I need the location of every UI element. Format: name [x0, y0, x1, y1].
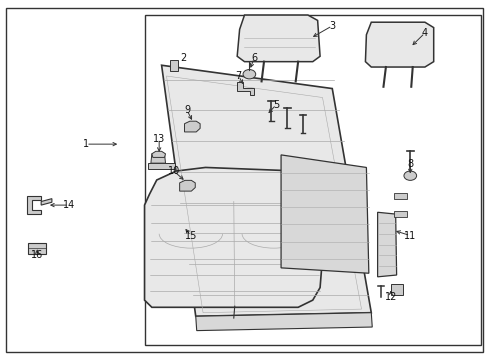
Bar — [393, 211, 406, 217]
Text: 5: 5 — [272, 100, 279, 110]
Text: 2: 2 — [180, 53, 186, 63]
Text: 8: 8 — [407, 159, 412, 169]
Polygon shape — [161, 65, 370, 316]
Text: 10: 10 — [167, 166, 180, 176]
Bar — [393, 193, 406, 199]
Polygon shape — [237, 15, 320, 62]
Polygon shape — [184, 121, 200, 132]
Circle shape — [243, 69, 255, 79]
Polygon shape — [179, 180, 195, 191]
Text: 7: 7 — [235, 71, 241, 81]
Polygon shape — [365, 22, 433, 67]
Polygon shape — [169, 60, 177, 71]
Polygon shape — [151, 154, 165, 163]
Text: 16: 16 — [31, 250, 43, 260]
Polygon shape — [195, 313, 371, 330]
Text: 13: 13 — [153, 134, 165, 144]
Text: 6: 6 — [251, 53, 257, 63]
Polygon shape — [28, 243, 46, 253]
Polygon shape — [237, 82, 253, 95]
Text: 3: 3 — [328, 21, 335, 31]
Text: 11: 11 — [404, 231, 416, 240]
Polygon shape — [41, 199, 52, 205]
Text: 14: 14 — [62, 200, 75, 210]
Text: 12: 12 — [384, 292, 396, 302]
Polygon shape — [390, 284, 402, 295]
Circle shape — [403, 171, 416, 180]
Polygon shape — [26, 196, 41, 214]
Text: 1: 1 — [83, 139, 89, 149]
Polygon shape — [281, 155, 368, 273]
Polygon shape — [148, 163, 175, 169]
Polygon shape — [144, 167, 327, 307]
Polygon shape — [152, 151, 165, 157]
Text: 9: 9 — [183, 105, 190, 115]
Text: 15: 15 — [184, 231, 197, 240]
Polygon shape — [377, 212, 396, 277]
Text: 4: 4 — [421, 28, 427, 38]
Bar — [144, 15, 480, 345]
